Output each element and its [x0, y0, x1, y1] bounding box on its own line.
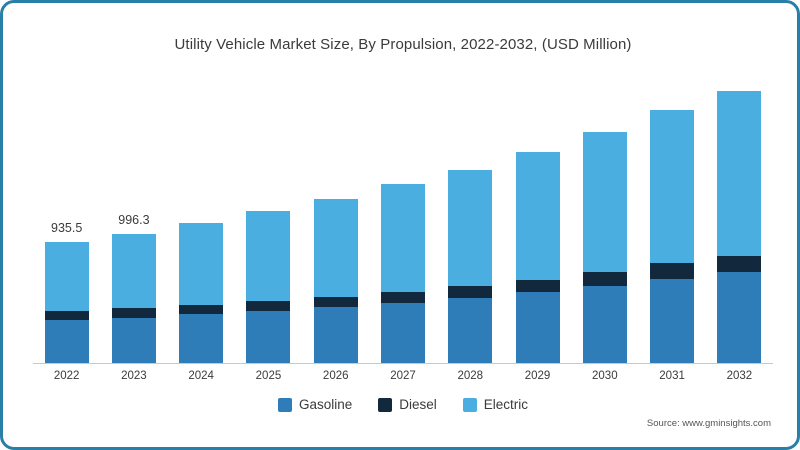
chart-legend: Gasoline Diesel Electric	[3, 397, 797, 412]
bar-group	[246, 211, 291, 363]
bar-group	[111, 233, 156, 363]
bar-segment-diesel	[515, 279, 560, 293]
x-tick-label: 2026	[322, 370, 349, 382]
x-tick-label: 2029	[524, 370, 551, 382]
x-tick-label: 2031	[659, 370, 685, 382]
bar-segment-diesel	[582, 271, 627, 286]
bar-segment-gasoline	[313, 307, 358, 363]
bar-segment-diesel	[44, 311, 89, 321]
bar-segment-electric	[313, 198, 358, 297]
bar-segment-diesel	[179, 304, 224, 315]
bar-group	[44, 241, 89, 363]
bar-segment-electric	[381, 184, 425, 292]
bar-group	[717, 90, 762, 363]
x-tick-label: 2027	[390, 370, 416, 382]
legend-label: Diesel	[399, 397, 437, 412]
chart-title: Utility Vehicle Market Size, By Propulsi…	[174, 36, 632, 53]
bar-segment-diesel	[381, 291, 425, 303]
bar-value-label: 935.5	[51, 220, 83, 235]
legend-label: Gasoline	[298, 397, 353, 412]
bar-group	[179, 223, 224, 363]
bar-segment-diesel	[717, 255, 762, 273]
bar-segment-electric	[44, 241, 89, 312]
source-attribution: Source: www.gminsights.com	[646, 418, 771, 429]
legend-swatch-icon	[277, 397, 292, 412]
bar-group	[448, 169, 493, 363]
bar-group	[582, 132, 627, 363]
legend-label: Electric	[483, 397, 529, 412]
bar-segment-electric	[582, 132, 627, 272]
x-tick-label: 2030	[592, 370, 618, 382]
x-tick-label: 2032	[726, 370, 753, 382]
bar-group	[313, 198, 358, 363]
bar-segment-diesel	[650, 263, 695, 279]
x-tick-label: 2028	[457, 370, 484, 382]
bar-segment-gasoline	[111, 317, 156, 363]
bar-segment-diesel	[313, 296, 358, 308]
bar-segment-gasoline	[515, 292, 560, 363]
x-tick-label: 2024	[188, 370, 214, 382]
legend-item-electric[interactable]: Electric	[462, 397, 529, 412]
bar-segment-diesel	[111, 308, 156, 318]
x-tick-label: 2025	[255, 370, 282, 382]
bar-segment-electric	[246, 211, 291, 302]
bar-segment-gasoline	[381, 302, 425, 363]
bar-segment-electric	[111, 233, 156, 309]
bar-group	[381, 184, 425, 363]
bar-segment-electric	[717, 90, 762, 256]
bar-segment-gasoline	[246, 311, 291, 363]
bar-group	[650, 110, 695, 363]
bar-segment-diesel	[246, 301, 291, 312]
bar-group	[515, 151, 560, 363]
bar-segment-gasoline	[448, 298, 493, 363]
bar-segment-electric	[515, 151, 560, 280]
bar-segment-electric	[650, 110, 695, 264]
bar-segment-gasoline	[582, 285, 627, 363]
bar-segment-electric	[179, 223, 224, 305]
legend-swatch-icon	[378, 397, 393, 412]
legend-swatch-icon	[462, 397, 477, 412]
bar-segment-gasoline	[717, 272, 762, 363]
legend-item-gasoline[interactable]: Gasoline	[277, 397, 353, 412]
x-axis-line	[33, 363, 773, 364]
bar-segment-gasoline	[44, 320, 89, 363]
bar-segment-gasoline	[179, 314, 224, 363]
bar-segment-diesel	[448, 286, 493, 299]
bar-segment-gasoline	[650, 278, 695, 363]
x-tick-label: 2022	[53, 370, 80, 382]
legend-item-diesel[interactable]: Diesel	[378, 397, 437, 412]
bar-segment-electric	[448, 169, 493, 287]
x-tick-label: 2023	[121, 370, 147, 382]
plot-area: 935.5 996.3	[33, 78, 773, 363]
bar-value-label: 996.3	[118, 212, 150, 227]
x-axis-tick-labels: 2022 2023 2024 2025 2026 2027 2028 2029 2030 2031…	[33, 370, 773, 388]
